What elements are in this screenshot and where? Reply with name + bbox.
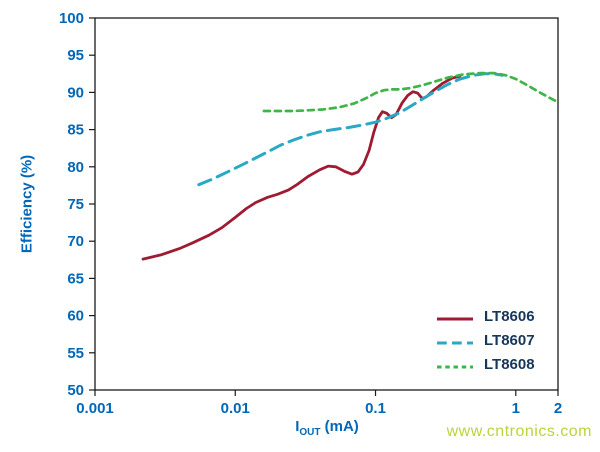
svg-text:2: 2 bbox=[554, 400, 562, 417]
svg-text:0.1: 0.1 bbox=[365, 400, 386, 417]
legend-line-sample-lt8608 bbox=[436, 359, 474, 369]
legend-item-lt8607: LT8607 bbox=[436, 328, 535, 352]
watermark: www.cntronics.com bbox=[446, 423, 592, 440]
x-axis-title-rest: (mA) bbox=[320, 418, 359, 435]
svg-text:65: 65 bbox=[67, 270, 84, 287]
svg-text:1: 1 bbox=[512, 400, 520, 417]
x-axis-title-sub: OUT bbox=[299, 427, 321, 438]
legend: LT8606 LT8607 LT8608 bbox=[436, 304, 535, 376]
svg-text:50: 50 bbox=[67, 382, 84, 399]
legend-label-lt8608: LT8608 bbox=[484, 355, 535, 373]
svg-text:75: 75 bbox=[67, 196, 84, 213]
svg-text:0.001: 0.001 bbox=[76, 400, 114, 417]
legend-line-sample-lt8607 bbox=[436, 335, 474, 345]
legend-item-lt8608: LT8608 bbox=[436, 352, 535, 376]
svg-text:55: 55 bbox=[67, 345, 84, 362]
legend-item-lt8606: LT8606 bbox=[436, 304, 535, 328]
svg-text:85: 85 bbox=[67, 122, 84, 139]
x-axis-title-base: I bbox=[295, 418, 300, 435]
svg-text:95: 95 bbox=[67, 47, 84, 64]
svg-text:0.01: 0.01 bbox=[221, 400, 250, 417]
legend-label-lt8607: LT8607 bbox=[484, 331, 535, 349]
legend-line-sample-lt8606 bbox=[436, 311, 474, 321]
legend-label-lt8606: LT8606 bbox=[484, 307, 535, 325]
svg-text:80: 80 bbox=[67, 159, 84, 176]
svg-text:100: 100 bbox=[59, 10, 84, 27]
y-axis-title: Efficiency (%) bbox=[18, 154, 36, 254]
svg-text:70: 70 bbox=[67, 233, 84, 250]
x-axis-title: IOUT (mA) bbox=[295, 418, 359, 438]
svg-text:60: 60 bbox=[67, 308, 84, 325]
svg-text:90: 90 bbox=[67, 84, 84, 101]
